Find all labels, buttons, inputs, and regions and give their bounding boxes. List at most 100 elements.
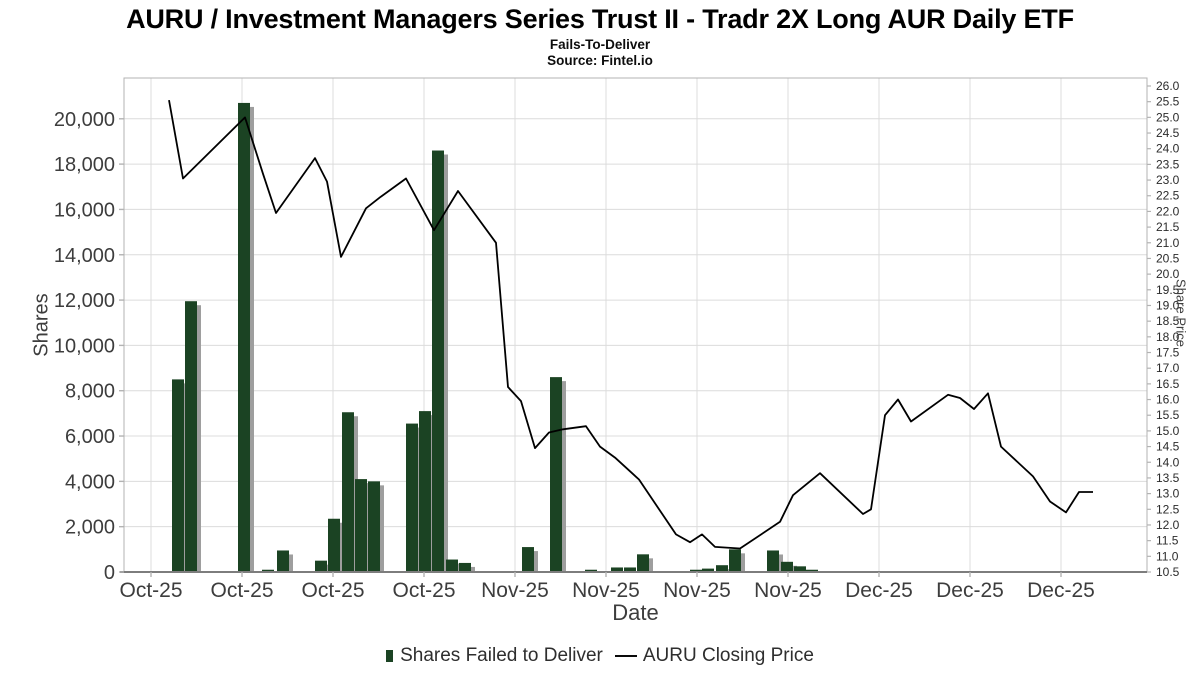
page-title: AURU / Investment Managers Series Trust …: [126, 4, 1074, 34]
ftd-bar: [446, 559, 458, 572]
left-axis-tick-label: 18,000: [54, 154, 115, 176]
right-axis-ticks: 10.5 11.011.5 12.0 12.513.0 13.5 14.014.5 15.0…: [1147, 79, 1180, 579]
chart-source-credit: Source: Fintel.io: [547, 53, 653, 68]
right-axis-tick-label: 10.5: [1156, 565, 1180, 579]
closing-price-line: [168, 99, 1093, 550]
left-axis-tick-label: 14,000: [54, 245, 115, 267]
ftd-bar: [767, 550, 779, 572]
right-axis-tick-label: 12.0: [1156, 518, 1180, 532]
bar-series-legend-label: Shares Failed to Deliver: [400, 645, 603, 666]
right-axis-tick-label: 24.5: [1156, 126, 1180, 140]
ftd-bar: [406, 423, 418, 572]
left-axis-tick-label: 16,000: [54, 199, 115, 221]
right-axis-tick-label: 15.5: [1156, 408, 1180, 422]
ftd-bar: [172, 379, 184, 572]
left-axis-tick-label: 10,000: [54, 335, 115, 357]
right-axis-tick-label: 22.5: [1156, 189, 1180, 203]
right-axis-tick-label: 13.0: [1156, 487, 1180, 501]
x-axis-tick-label: Dec-25: [1027, 579, 1095, 602]
right-axis-tick-label: 20.5: [1156, 251, 1180, 265]
ftd-bar: [550, 377, 562, 572]
left-axis-tick-label: 12,000: [54, 290, 115, 312]
x-axis-tick-label: Nov-25: [572, 579, 640, 602]
bar-series-swatch-icon: [386, 650, 394, 662]
line-series-swatch-icon: [614, 654, 637, 658]
right-axis-tick-label: 19.0: [1156, 298, 1180, 312]
right-axis-tick-label: 18.5: [1156, 314, 1180, 328]
ftd-bar: [277, 550, 289, 572]
ftd-bar: [624, 567, 636, 572]
right-axis-tick-label: 14.5: [1156, 440, 1180, 454]
x-axis-tick-label: Oct-25: [210, 579, 273, 602]
ftd-bar: [522, 547, 534, 572]
x-axis-tick-label: Oct-25: [392, 579, 455, 602]
left-axis-tick-label: 2,000: [65, 517, 115, 539]
left-axis-tick-label: 8,000: [65, 381, 115, 403]
right-axis-tick-label: 15.0: [1156, 424, 1180, 438]
right-axis-tick-label: 21.5: [1156, 220, 1180, 234]
ftd-bar: [315, 560, 327, 572]
x-axis-ticks: Oct-25 Oct-25 Oct-25 Oct-25 Nov-25 Nov-25 Nov-…: [119, 572, 1095, 602]
right-axis-tick-label: 23.5: [1156, 157, 1180, 171]
ftd-bar: [702, 568, 714, 572]
right-axis-tick-label: 23.0: [1156, 173, 1180, 187]
right-axis-tick-label: 11.5: [1156, 534, 1179, 548]
y-axis-title-shares: Shares: [30, 293, 53, 357]
right-axis-tick-label: 19.5: [1156, 283, 1180, 297]
x-axis-title-date: Date: [612, 600, 659, 625]
right-axis-tick-label: 22.0: [1156, 204, 1180, 218]
right-axis-tick-label: 25.5: [1156, 95, 1180, 109]
x-axis-tick-label: Dec-25: [845, 579, 913, 602]
x-axis-tick-label: Oct-25: [301, 579, 364, 602]
ftd-bar: [342, 412, 354, 572]
y-axis-title-share-price: Share Price: [1173, 279, 1189, 347]
line-series-legend-label: AURU Closing Price: [642, 645, 814, 666]
right-axis-tick-label: 16.5: [1156, 377, 1180, 391]
ftd-bar: [262, 569, 274, 572]
right-axis-tick-label: 12.5: [1156, 502, 1180, 516]
ftd-bar: [637, 554, 649, 572]
plot-border: [123, 77, 1148, 573]
ftd-bar: [368, 481, 380, 572]
left-axis-ticks: 0 2,000 4,000 6,000 8,000 10,000 12,000 14,000 1…: [54, 109, 124, 584]
x-axis-tick-label: Nov-25: [481, 579, 549, 602]
ftd-bar: [328, 518, 340, 572]
right-axis-tick-label: 11.0: [1156, 549, 1179, 563]
ftd-bar: [781, 561, 793, 572]
right-axis-tick-label: 20.0: [1156, 267, 1180, 281]
ftd-bar: [238, 102, 250, 572]
ftd-bar: [185, 301, 197, 572]
left-axis-tick-label: 4,000: [65, 471, 115, 493]
right-axis-tick-label: 25.0: [1156, 110, 1180, 124]
left-axis-tick-label: 6,000: [65, 426, 115, 448]
ftd-bar: [716, 565, 728, 572]
right-axis-tick-label: 17.5: [1156, 346, 1180, 360]
x-axis-tick-label: Nov-25: [663, 579, 731, 602]
ftd-bar: [585, 569, 597, 572]
ftd-bar: [355, 479, 367, 572]
ftd-bar: [690, 569, 702, 572]
ftd-bar: [611, 567, 623, 572]
ftd-bar: [419, 411, 431, 572]
ftd-bar: [432, 150, 444, 572]
right-axis-tick-label: 14.0: [1156, 455, 1180, 469]
left-axis-tick-label: 20,000: [54, 109, 115, 131]
gridlines: [124, 78, 1147, 573]
right-axis-tick-label: 24.0: [1156, 142, 1180, 156]
right-axis-tick-label: 13.5: [1156, 471, 1180, 485]
chart-legend: Shares Failed to Deliver AURU Closing Pr…: [0, 645, 1200, 667]
right-axis-tick-label: 18.0: [1156, 330, 1180, 344]
right-axis-tick-label: 17.0: [1156, 361, 1180, 375]
x-axis-tick-label: Oct-25: [119, 579, 182, 602]
ftd-bar: [459, 562, 471, 572]
right-axis-tick-label: 16.0: [1156, 393, 1180, 407]
right-axis-tick-label: 21.0: [1156, 236, 1180, 250]
ftd-bar: [794, 566, 806, 572]
right-axis-tick-label: 26.0: [1156, 79, 1180, 93]
left-axis-tick-label: 0: [104, 562, 115, 584]
ftd-bar: [729, 549, 741, 572]
ftd-bars-series: [172, 102, 818, 572]
x-axis-tick-label: Nov-25: [754, 579, 822, 602]
